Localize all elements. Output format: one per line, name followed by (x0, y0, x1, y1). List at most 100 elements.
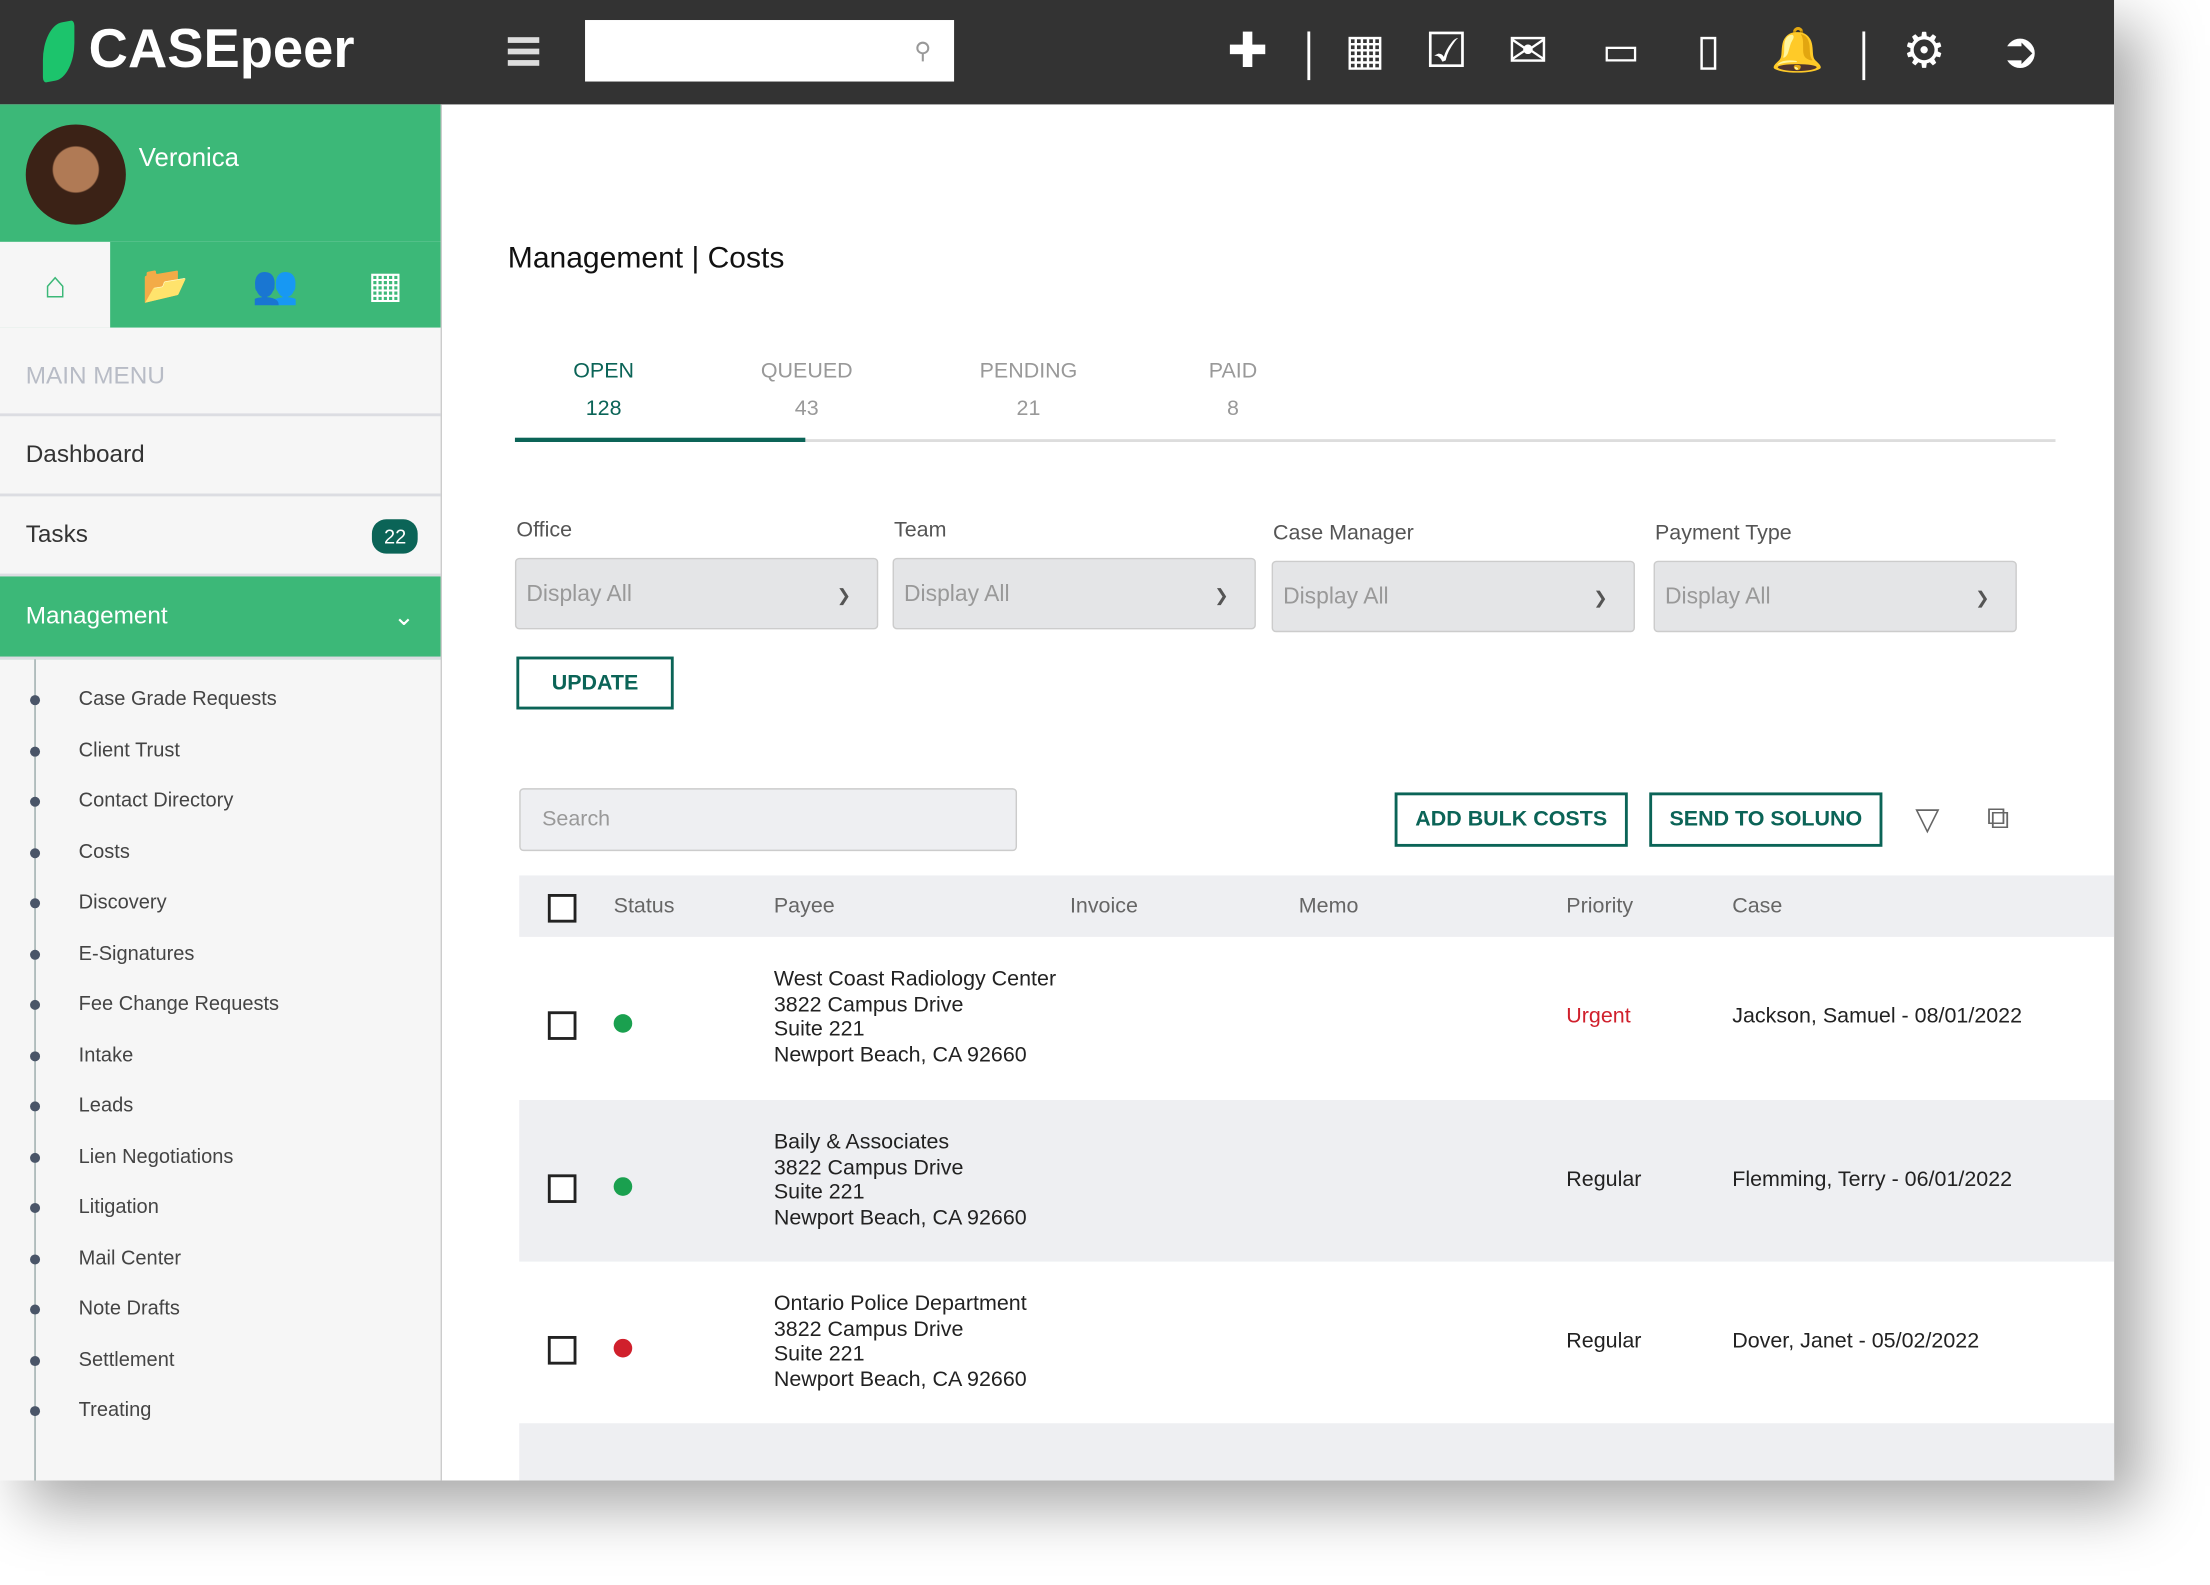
column-case[interactable]: Case (1732, 894, 1783, 919)
global-search-input[interactable]: ⚲ (585, 20, 955, 82)
hamburger-menu-icon[interactable] (507, 37, 540, 71)
submenu-item[interactable]: Client Trust (0, 724, 441, 775)
sidebar-item-label: Tasks (25, 520, 88, 548)
tab-queued[interactable]: QUEUED 43 (707, 353, 907, 427)
mail-icon[interactable]: ✉ (1507, 24, 1549, 79)
column-payee[interactable]: Payee (773, 894, 835, 919)
submenu-item[interactable]: Leads (0, 1080, 441, 1131)
filter-icon[interactable]: ▽ (1915, 801, 1940, 837)
submenu-item[interactable]: Litigation (0, 1182, 441, 1233)
search-input[interactable]: Search (519, 788, 1018, 852)
tab-label: QUEUED (760, 359, 853, 384)
submenu-item[interactable]: Costs (0, 826, 441, 877)
gear-icon[interactable]: ⚙ (1902, 24, 1947, 79)
search-icon[interactable]: ⚲ (914, 40, 932, 65)
update-button[interactable]: UPDATE (516, 656, 674, 710)
send-to-soluno-button[interactable]: SEND TO SOLUNO (1649, 792, 1883, 847)
user-name[interactable]: Veronica (138, 143, 239, 172)
row-checkbox[interactable] (547, 1335, 577, 1365)
office-select[interactable]: Display All ❯ (514, 557, 879, 630)
row-checkbox[interactable] (547, 1174, 577, 1203)
tab-count: 8 (1227, 396, 1239, 421)
active-tab-indicator (514, 437, 806, 442)
table-row[interactable]: Baily & Associates 3822 Campus Drive Suite… (519, 1099, 2115, 1262)
chevron-down-icon: ❯ (1975, 587, 1990, 608)
payee-line: Suite 221 (773, 1342, 865, 1367)
column-memo[interactable]: Memo (1298, 894, 1359, 919)
case-cell[interactable]: Jackson, Samuel - 08/01/2022 (1732, 1004, 2023, 1029)
payee-line: 3822 Campus Drive (773, 1155, 964, 1180)
mobile-icon[interactable]: ▯ (1696, 27, 1721, 75)
case-cell[interactable]: Flemming, Terry - 06/01/2022 (1732, 1167, 2013, 1192)
calendar-icon[interactable]: ▦ (1344, 27, 1386, 75)
tasks-count-badge: 22 (372, 519, 418, 554)
payee-line: Newport Beach, CA 92660 (773, 1367, 1027, 1392)
submenu-item[interactable]: Discovery (0, 877, 441, 928)
payee-cell: Baily & Associates 3822 Campus Drive Suite… (774, 1130, 1027, 1231)
calendar-icon[interactable]: ▦ (367, 262, 404, 306)
status-dot-icon (613, 1338, 633, 1358)
tab-pending[interactable]: PENDING 21 (928, 353, 1128, 427)
plus-icon[interactable]: ✚ (1227, 24, 1269, 79)
column-priority[interactable]: Priority (1566, 894, 1634, 919)
export-icon[interactable]: ⧉ (1986, 799, 2010, 836)
table-row[interactable]: Ontario Police Department 3822 Campus Dri… (519, 1262, 2114, 1424)
payee-cell: Ontario Police Department 3822 Campus Dri… (774, 1292, 1027, 1393)
tab-label: OPEN (573, 359, 635, 384)
team-select[interactable]: Display All ❯ (892, 557, 1256, 630)
select-value: Display All (904, 582, 1010, 607)
submenu-item[interactable]: E-Signatures (0, 928, 441, 979)
bell-icon[interactable]: 🔔 (1770, 27, 1825, 75)
divider (1862, 31, 1866, 81)
add-bulk-costs-button[interactable]: ADD BULK COSTS (1394, 792, 1628, 847)
submenu-item[interactable]: Case Grade Requests (0, 674, 441, 725)
case-manager-select[interactable]: Display All ❯ (1271, 560, 1635, 633)
sidebar-item-management[interactable]: Management ⌄ (0, 576, 441, 660)
table-row[interactable]: West Coast Radiology Center 3822 Campus D… (519, 937, 2114, 1099)
logout-icon[interactable]: ➲ (1999, 24, 2041, 79)
submenu-item[interactable]: Intake (0, 1029, 441, 1080)
payee-line: 3822 Campus Drive (773, 1316, 964, 1342)
users-icon[interactable]: 👥 (252, 262, 299, 306)
submenu-item[interactable]: Treating (0, 1385, 441, 1436)
submenu-item[interactable]: Settlement (0, 1334, 441, 1385)
payee-line: West Coast Radiology Center (773, 966, 1057, 992)
submenu-line (34, 659, 36, 1481)
folder-icon[interactable]: 📂 (142, 262, 189, 306)
priority-cell: Urgent (1566, 1004, 1631, 1029)
payee-line: Baily & Associates (773, 1130, 950, 1155)
submenu-item[interactable]: Mail Center (0, 1232, 441, 1283)
column-invoice[interactable]: Invoice (1069, 894, 1138, 919)
avatar[interactable] (25, 124, 126, 225)
tab-count: 21 (1016, 396, 1041, 421)
top-bar: CASEpeer ⚲ ✚ ▦ ☑ ✉ ▭ ▯ 🔔 ⚙ ➲ (0, 0, 2115, 105)
logo[interactable]: CASEpeer (42, 19, 355, 83)
home-icon[interactable]: ⌂ (0, 241, 111, 328)
payee-line: Suite 221 (773, 1017, 865, 1042)
select-all-checkbox[interactable] (547, 894, 577, 923)
payee-line: Suite 221 (773, 1180, 865, 1205)
column-status[interactable]: Status (613, 894, 675, 919)
sidebar: Veronica ⌂ 📂 👥 ▦ MAIN MENU Dashboard Tas… (0, 104, 442, 1481)
table-header: Status Payee Invoice Memo Priority Case (519, 875, 2115, 937)
sidebar-item-dashboard[interactable]: Dashboard (0, 416, 441, 497)
submenu-item[interactable]: Contact Directory (0, 775, 441, 826)
tab-paid[interactable]: PAID 8 (1133, 353, 1333, 427)
payment-type-select[interactable]: Display All ❯ (1653, 560, 2017, 633)
payee-line: 3822 Campus Drive (773, 992, 964, 1017)
tab-open[interactable]: OPEN 128 (504, 353, 704, 427)
case-cell[interactable]: Dover, Janet - 05/02/2022 (1732, 1328, 1980, 1354)
chevron-down-icon: ❯ (1593, 587, 1608, 608)
submenu-item[interactable]: Lien Negotiations (0, 1131, 441, 1182)
inbox-icon[interactable]: ▭ (1602, 28, 1640, 73)
payee-line: Ontario Police Department (773, 1291, 1027, 1316)
checkbox-icon[interactable]: ☑ (1424, 24, 1469, 79)
sidebar-item-tasks[interactable]: Tasks 22 (0, 496, 441, 577)
status-dot-icon (613, 1014, 633, 1033)
case-manager-label: Case Manager (1273, 520, 1414, 545)
submenu-item[interactable]: Fee Change Requests (0, 978, 441, 1029)
app-window: CASEpeer ⚲ ✚ ▦ ☑ ✉ ▭ ▯ 🔔 ⚙ ➲ Veronica ⌂ … (0, 0, 2115, 1481)
submenu-item[interactable]: Note Drafts (0, 1283, 441, 1334)
office-label: Office (516, 517, 573, 543)
row-checkbox[interactable] (547, 1011, 577, 1040)
